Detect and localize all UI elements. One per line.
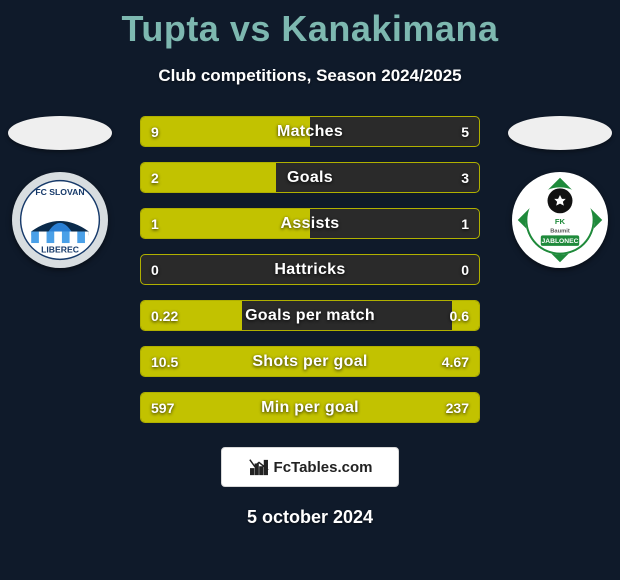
slovan-liberec-logo-icon: FC SLOVAN LIBEREC [12, 172, 108, 268]
metric-row: 597237Min per goal [140, 392, 480, 423]
svg-text:FC SLOVAN: FC SLOVAN [35, 187, 84, 197]
page-title: Tupta vs Kanakimana [0, 0, 620, 50]
metric-label: Shots per goal [141, 347, 479, 376]
metric-row: 10.54.67Shots per goal [140, 346, 480, 377]
fctables-badge[interactable]: FcTables.com [221, 447, 399, 487]
left-player-photo-placeholder [8, 116, 112, 150]
metric-label: Goals [141, 163, 479, 192]
right-club-logo: FK Baumit JABLONEC [512, 172, 608, 268]
metric-row: 95Matches [140, 116, 480, 147]
metric-label: Goals per match [141, 301, 479, 330]
svg-text:FK: FK [555, 217, 566, 226]
metric-label: Matches [141, 117, 479, 146]
date-label: 5 october 2024 [0, 507, 620, 528]
right-player-area: FK Baumit JABLONEC [508, 116, 612, 268]
metric-row: 23Goals [140, 162, 480, 193]
metric-label: Assists [141, 209, 479, 238]
fctables-label: FcTables.com [274, 459, 373, 476]
metric-row: 0.220.6Goals per match [140, 300, 480, 331]
comparison-panel: FC SLOVAN LIBEREC FK [0, 116, 620, 423]
fk-jablonec-logo-icon: FK Baumit JABLONEC [512, 172, 608, 268]
svg-text:LIBEREC: LIBEREC [41, 245, 79, 255]
right-player-photo-placeholder [508, 116, 612, 150]
svg-text:Baumit: Baumit [550, 228, 570, 234]
metric-row: 11Assists [140, 208, 480, 239]
metric-row: 00Hattricks [140, 254, 480, 285]
left-club-logo: FC SLOVAN LIBEREC [12, 172, 108, 268]
metric-label: Hattricks [141, 255, 479, 284]
metric-bars: 95Matches 23Goals 11Assists 00Hattricks 0.22… [140, 116, 480, 423]
metric-label: Min per goal [141, 393, 479, 422]
chart-icon [248, 456, 270, 478]
svg-text:JABLONEC: JABLONEC [542, 238, 579, 245]
subtitle: Club competitions, Season 2024/2025 [0, 66, 620, 86]
left-player-area: FC SLOVAN LIBEREC [8, 116, 112, 268]
